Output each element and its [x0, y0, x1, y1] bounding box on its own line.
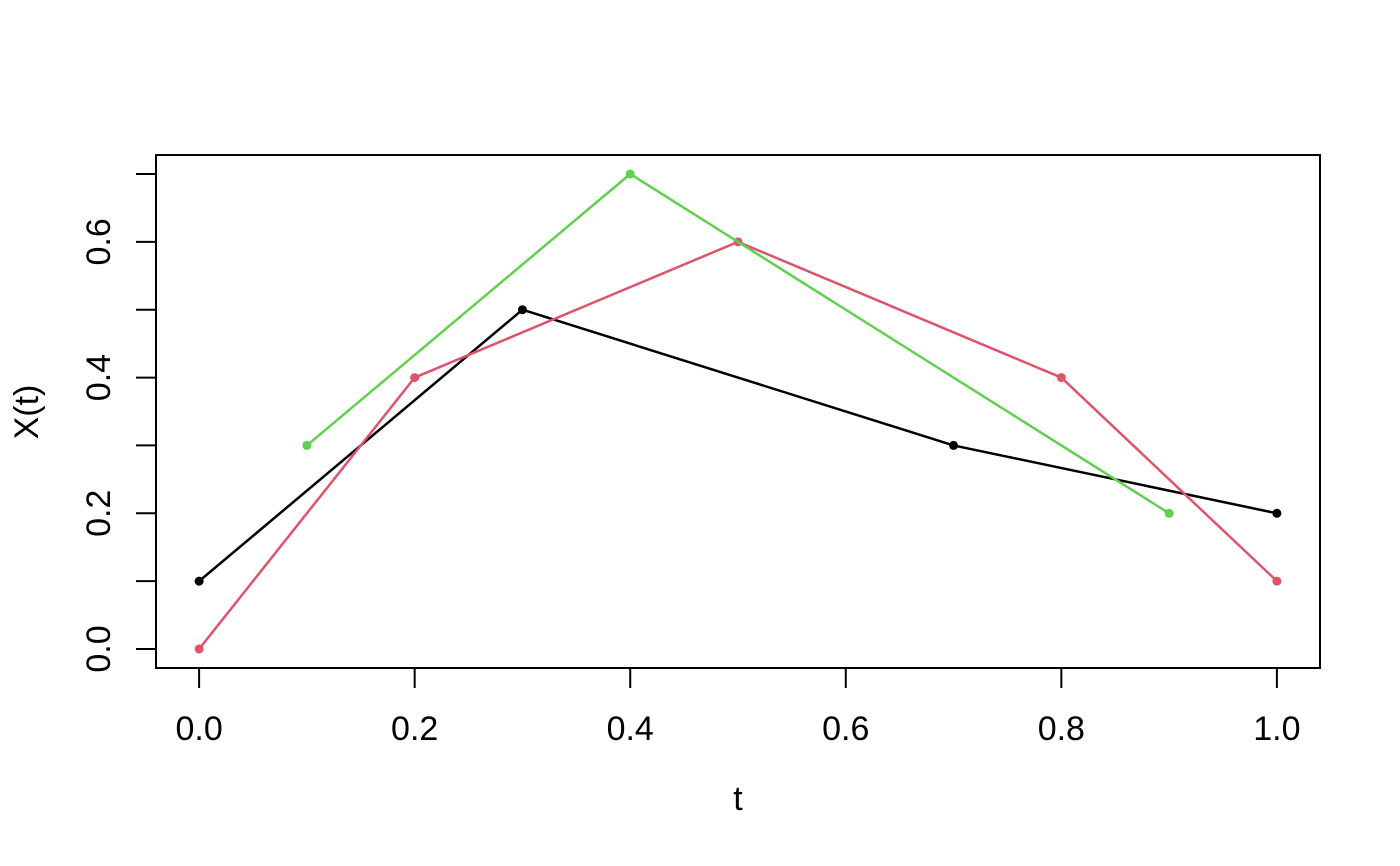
series-group [194, 169, 1282, 654]
y-tick-label: 0.0 [80, 625, 118, 672]
x-tick-label: 1.0 [1253, 710, 1300, 748]
plot-box [155, 154, 1321, 669]
series-line-path-red [197, 240, 1279, 651]
y-tick-label: 0.4 [80, 354, 118, 401]
data-point-path-black [1272, 508, 1282, 518]
data-point-path-red [1056, 373, 1066, 383]
y-tick-label: 0.2 [80, 490, 118, 537]
data-point-path-red [194, 644, 204, 654]
data-point-path-black [194, 576, 204, 586]
y-axis-title: X(t) [8, 385, 46, 440]
data-point-path-black [517, 305, 527, 315]
y-tick-label: 0.6 [80, 218, 118, 265]
x-tick-label: 0.8 [1038, 710, 1085, 748]
x-tick-label: 0.2 [391, 710, 438, 748]
x-tick-label: 0.6 [822, 710, 869, 748]
data-point-path-red [410, 373, 420, 383]
data-point-path-green [625, 169, 635, 179]
y-axis: 0.0 0.2 0.4 0.6 [80, 173, 156, 673]
data-point-path-red [1272, 576, 1282, 586]
data-point-path-green [1164, 508, 1174, 518]
x-tick-label: 0.0 [175, 710, 222, 748]
x-axis: 0.0 0.2 0.4 0.6 0.8 1.0 [175, 668, 1301, 748]
data-point-path-green [302, 440, 312, 450]
x-tick-label: 0.4 [607, 710, 654, 748]
data-point-path-black [949, 440, 959, 450]
x-axis-title: t [733, 780, 743, 818]
